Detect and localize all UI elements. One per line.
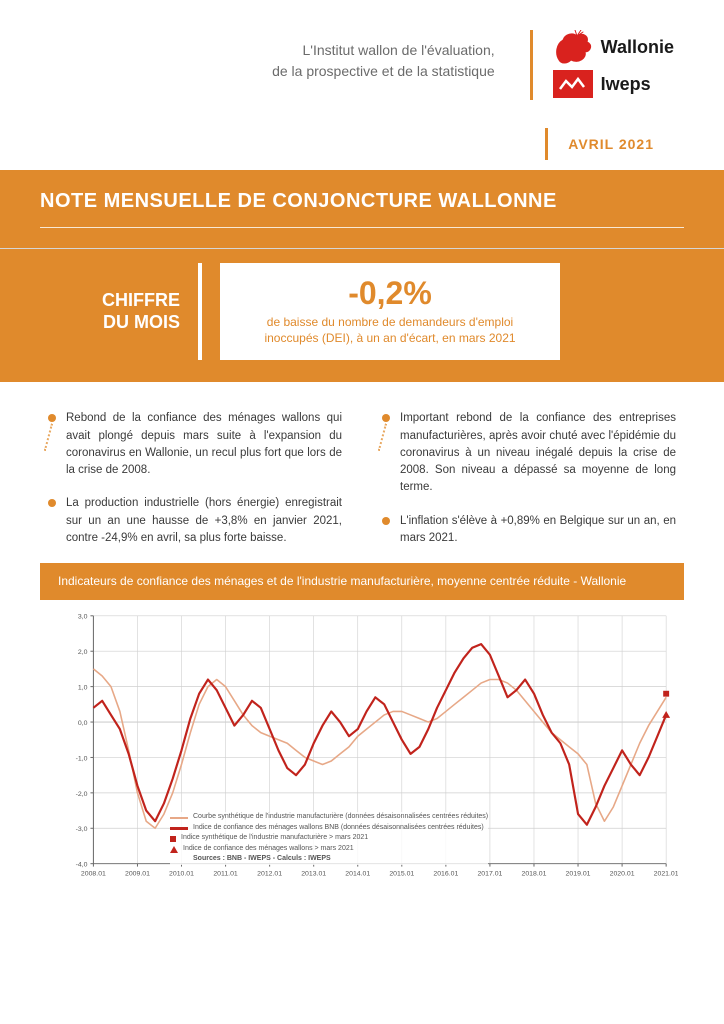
chiffre-box: -0,2% de baisse du nombre de demandeurs … bbox=[220, 263, 560, 360]
chiffre-value: -0,2% bbox=[246, 275, 534, 312]
institute-line2: de la prospective et de la statistique bbox=[40, 61, 495, 82]
page-header: L'Institut wallon de l'évaluation, de la… bbox=[0, 0, 724, 110]
wallonie-label: Wallonie bbox=[601, 37, 674, 58]
svg-text:2018.01: 2018.01 bbox=[522, 870, 547, 877]
iweps-logo: Iweps bbox=[553, 70, 674, 98]
iweps-icon bbox=[553, 70, 593, 98]
svg-text:2015.01: 2015.01 bbox=[389, 870, 414, 877]
document-title: NOTE MENSUELLE DE CONJONCTURE WALLONNE bbox=[40, 190, 684, 228]
bullet-item: Important rebond de la confiance des ent… bbox=[382, 410, 676, 496]
svg-text:2014.01: 2014.01 bbox=[345, 870, 370, 877]
svg-text:2,0: 2,0 bbox=[78, 649, 88, 656]
svg-text:2010.01: 2010.01 bbox=[169, 870, 194, 877]
svg-text:2016.01: 2016.01 bbox=[433, 870, 458, 877]
chart-container: 3,0 2,0 1,0 0,0 -1,0 -2,0 -3,0 -4,02008.01 2009.… bbox=[40, 600, 684, 895]
svg-text:2017.01: 2017.01 bbox=[477, 870, 502, 877]
bullet-section: Rebond de la confiance des ménages wallo… bbox=[0, 382, 724, 557]
chiffre-label: CHIFFRE DU MOIS bbox=[40, 290, 180, 333]
bullet-item: Rebond de la confiance des ménages wallo… bbox=[48, 410, 342, 479]
chiffre-divider bbox=[198, 263, 202, 360]
svg-text:-1,0: -1,0 bbox=[76, 755, 88, 762]
svg-text:2019.01: 2019.01 bbox=[566, 870, 591, 877]
chiffre-label-l1: CHIFFRE bbox=[40, 290, 180, 312]
chart-title: Indicateurs de confiance des ménages et … bbox=[40, 563, 684, 600]
rooster-icon bbox=[553, 30, 593, 64]
svg-text:0,0: 0,0 bbox=[78, 720, 88, 727]
iweps-label: Iweps bbox=[601, 74, 651, 95]
svg-text:-2,0: -2,0 bbox=[76, 791, 88, 798]
svg-text:2008.01: 2008.01 bbox=[81, 870, 106, 877]
date-bar: AVRIL 2021 bbox=[0, 128, 684, 160]
chiffre-label-l2: DU MOIS bbox=[40, 312, 180, 334]
chiffre-du-mois: CHIFFRE DU MOIS -0,2% de baisse du nombr… bbox=[0, 249, 724, 382]
svg-text:2009.01: 2009.01 bbox=[125, 870, 150, 877]
svg-text:2013.01: 2013.01 bbox=[301, 870, 326, 877]
chart-legend: Courbe synthétique de l'industrie manufa… bbox=[170, 812, 488, 865]
svg-text:2011.01: 2011.01 bbox=[213, 870, 238, 877]
svg-text:2012.01: 2012.01 bbox=[257, 870, 282, 877]
title-banner: NOTE MENSUELLE DE CONJONCTURE WALLONNE bbox=[0, 170, 724, 249]
bullet-col-left: Rebond de la confiance des ménages wallo… bbox=[48, 410, 342, 547]
wallonie-logo: Wallonie bbox=[553, 30, 674, 64]
svg-text:2020.01: 2020.01 bbox=[610, 870, 635, 877]
bullet-item: La production industrielle (hors énergie… bbox=[48, 495, 342, 547]
svg-text:-3,0: -3,0 bbox=[76, 826, 88, 833]
svg-text:1,0: 1,0 bbox=[78, 685, 88, 692]
chiffre-desc: de baisse du nombre de demandeurs d'empl… bbox=[246, 314, 534, 346]
institute-line1: L'Institut wallon de l'évaluation, bbox=[40, 40, 495, 61]
header-logos: Wallonie Iweps bbox=[553, 30, 684, 98]
svg-text:3,0: 3,0 bbox=[78, 614, 88, 621]
bullet-item: L'inflation s'élève à +0,89% en Belgique… bbox=[382, 513, 676, 548]
svg-text:-4,0: -4,0 bbox=[76, 862, 88, 869]
bullet-col-right: Important rebond de la confiance des ent… bbox=[382, 410, 676, 547]
svg-text:2021.01: 2021.01 bbox=[654, 870, 678, 877]
chart-section: Indicateurs de confiance des ménages et … bbox=[0, 557, 724, 895]
date-label: AVRIL 2021 bbox=[545, 128, 684, 160]
institute-name: L'Institut wallon de l'évaluation, de la… bbox=[40, 30, 510, 82]
header-divider bbox=[530, 30, 533, 100]
